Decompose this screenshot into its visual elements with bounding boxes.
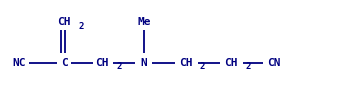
Text: N: N [141,58,147,68]
Text: CH: CH [224,58,237,68]
Text: CH: CH [96,58,109,68]
Text: NC: NC [12,58,26,68]
Text: CH: CH [179,58,192,68]
Text: Me: Me [137,17,151,27]
Text: CN: CN [268,58,281,68]
Text: 2: 2 [245,62,251,71]
Text: 2: 2 [117,62,122,71]
Text: 2: 2 [200,62,205,71]
Text: 2: 2 [78,22,84,31]
Text: CH: CH [58,17,71,27]
Text: C: C [61,58,68,68]
